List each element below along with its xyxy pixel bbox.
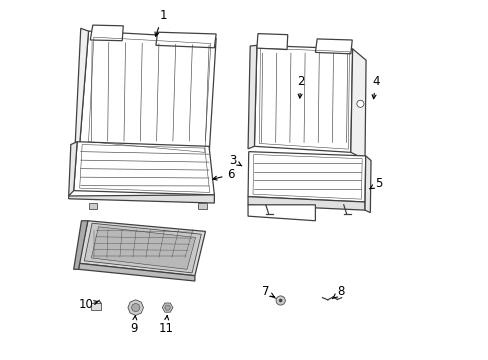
Text: 5: 5	[369, 177, 382, 190]
Polygon shape	[254, 45, 352, 152]
Polygon shape	[74, 142, 214, 195]
Bar	[91, 303, 101, 310]
Circle shape	[278, 299, 282, 302]
Text: 2: 2	[297, 75, 305, 98]
Text: 8: 8	[332, 285, 344, 299]
Polygon shape	[131, 303, 140, 312]
Text: 7: 7	[261, 285, 274, 298]
Polygon shape	[247, 152, 365, 202]
Polygon shape	[164, 305, 170, 310]
Text: 4: 4	[371, 75, 379, 99]
Polygon shape	[84, 223, 201, 273]
Polygon shape	[350, 49, 366, 159]
Polygon shape	[68, 142, 77, 196]
FancyBboxPatch shape	[198, 203, 207, 209]
Text: 11: 11	[158, 316, 173, 335]
Text: 3: 3	[229, 154, 242, 167]
Polygon shape	[315, 39, 351, 54]
Polygon shape	[91, 227, 195, 269]
FancyBboxPatch shape	[88, 203, 97, 210]
Text: 10: 10	[79, 298, 98, 311]
Polygon shape	[256, 33, 287, 50]
Polygon shape	[79, 263, 195, 281]
Text: 1: 1	[155, 9, 166, 36]
Polygon shape	[75, 28, 88, 146]
Polygon shape	[162, 303, 173, 312]
Polygon shape	[79, 221, 205, 276]
Polygon shape	[68, 195, 214, 203]
Polygon shape	[247, 205, 315, 221]
Polygon shape	[247, 197, 364, 210]
Text: 6: 6	[213, 168, 235, 181]
Circle shape	[276, 296, 285, 305]
Polygon shape	[364, 156, 370, 213]
Polygon shape	[128, 300, 143, 315]
Text: 9: 9	[130, 316, 138, 335]
Circle shape	[356, 100, 363, 107]
Polygon shape	[80, 31, 216, 156]
Polygon shape	[247, 45, 256, 149]
Polygon shape	[90, 25, 123, 41]
Polygon shape	[74, 221, 88, 269]
Polygon shape	[156, 32, 216, 48]
